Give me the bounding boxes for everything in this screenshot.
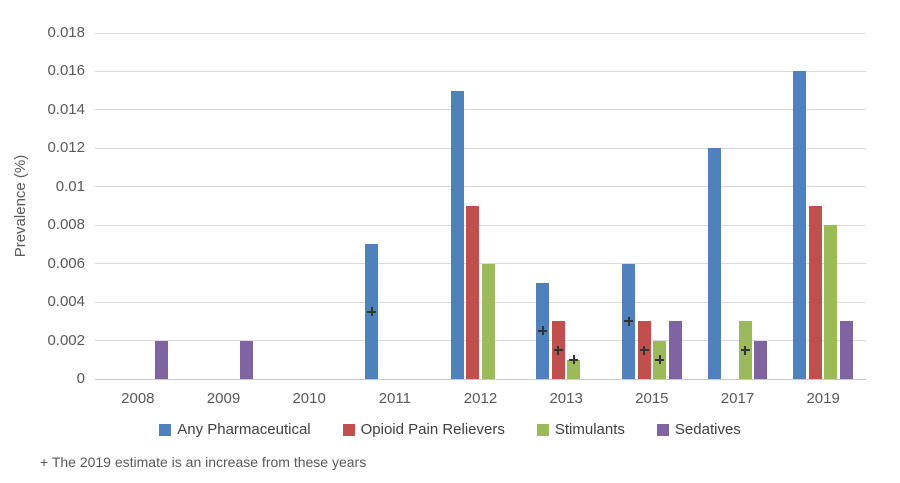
bar-sedatives-2019 [839, 321, 853, 379]
plus-marker-stimulants-2015 [655, 355, 665, 365]
y-tick-label: 0.008 [47, 216, 85, 234]
plus-marker-any-pharmaceutical-2013 [538, 326, 548, 336]
legend-label: Any Pharmaceutical [177, 421, 311, 438]
y-tick-label: 0.018 [47, 24, 85, 41]
y-tick-label: 0.016 [47, 62, 85, 80]
gridline [95, 147, 866, 149]
plus-marker-any-pharmaceutical-2015 [624, 316, 634, 326]
x-tick-label: 2009 [206, 390, 241, 407]
legend-label: Stimulants [554, 421, 625, 438]
gridline [95, 109, 866, 111]
legend-item-stimulants: Stimulants [536, 421, 625, 438]
bar-opioid-pain-relievers-2012 [466, 206, 480, 379]
bar-sedatives-2008 [154, 340, 168, 379]
x-tick-label: 2010 [292, 390, 326, 407]
bar-sedatives-2017 [754, 340, 768, 379]
x-tick-label: 2015 [635, 390, 669, 407]
gridline [95, 301, 866, 303]
legend-item-sedatives: Sedatives [656, 421, 741, 438]
plus-marker-stimulants-2017 [740, 345, 750, 355]
gridline [95, 340, 866, 342]
x-tick-label: 2011 [378, 390, 411, 407]
y-tick-label: 0.006 [47, 254, 85, 272]
bar-any-pharmaceutical-2019 [793, 71, 807, 379]
y-tick-label: 0.002 [47, 331, 85, 349]
footnote: + The 2019 estimate is an increase from … [40, 454, 367, 470]
gridline [95, 186, 866, 188]
legend-swatch-sedatives [656, 423, 669, 436]
legend-swatch-opioid-pain-relievers [342, 423, 355, 436]
x-tick-label: 2008 [121, 390, 155, 407]
legend-label: Sedatives [674, 421, 741, 438]
plus-marker-opioid-pain-relievers-2013 [553, 345, 563, 355]
gridline [95, 70, 866, 72]
bar-sedatives-2009 [240, 340, 254, 379]
x-tick-label: 2012 [463, 390, 498, 407]
bar-stimulants-2013 [567, 359, 581, 379]
x-tick-label: 2017 [720, 390, 755, 407]
x-tick-label: 2013 [549, 390, 583, 407]
bar-opioid-pain-relievers-2019 [808, 206, 822, 379]
y-tick-label: 0.012 [47, 139, 85, 157]
y-tick-label: 0.014 [47, 100, 85, 118]
plus-marker-stimulants-2013 [569, 355, 579, 365]
legend: Any Pharmaceutical Opioid Pain Relievers S… [0, 421, 900, 438]
plus-marker-any-pharmaceutical-2011 [367, 307, 377, 317]
x-axis-line [95, 378, 866, 380]
gridline [95, 263, 866, 265]
gridline [95, 224, 866, 226]
y-axis-title: Prevalence (%) [12, 154, 29, 258]
legend-label: Opioid Pain Relievers [360, 421, 505, 438]
x-tick-label: 2019 [806, 390, 840, 407]
legend-item-any-pharmaceutical: Any Pharmaceutical [159, 421, 311, 438]
legend-swatch-any-pharmaceutical [159, 423, 172, 436]
legend-swatch-stimulants [536, 423, 549, 436]
bar-stimulants-2019 [824, 225, 838, 379]
bar-any-pharmaceutical-2017 [707, 148, 721, 379]
bar-any-pharmaceutical-2012 [450, 90, 464, 379]
bar-stimulants-2012 [481, 263, 495, 379]
gridline [95, 32, 866, 34]
plus-marker-opioid-pain-relievers-2015 [639, 345, 649, 355]
y-tick-label: 0.004 [47, 293, 85, 311]
y-tick-label: 0 [76, 370, 85, 387]
bar-sedatives-2015 [668, 321, 682, 379]
y-tick-label: 0.01 [55, 177, 85, 195]
legend-item-opioid-pain-relievers: Opioid Pain Relievers [342, 421, 505, 438]
